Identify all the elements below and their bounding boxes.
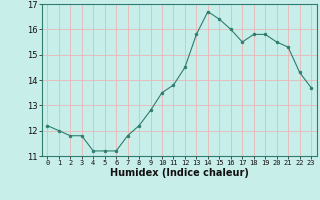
X-axis label: Humidex (Indice chaleur): Humidex (Indice chaleur)	[110, 168, 249, 178]
